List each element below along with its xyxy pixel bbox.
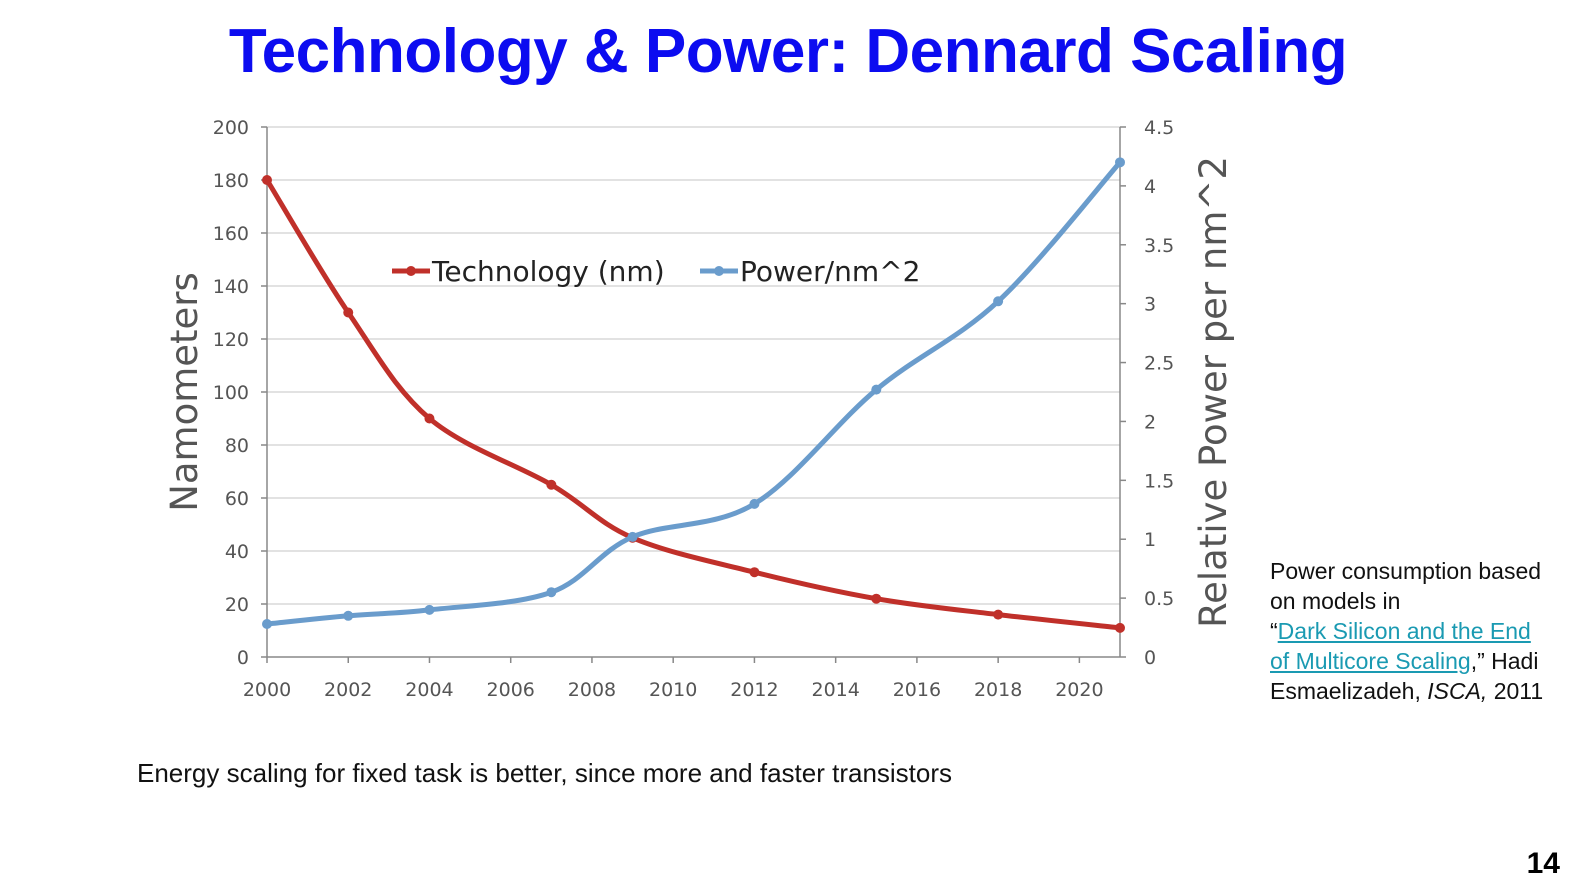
technology-data-point	[871, 593, 882, 604]
x-tick-label: 2012	[730, 679, 778, 701]
power-legend-label: Power/nm^2	[740, 255, 920, 288]
source-note-text: Power consumption based on models in	[1270, 558, 1542, 614]
chart-legend: Technology (nm) Power/nm^2	[392, 255, 920, 288]
right-tick-label: 2.5	[1144, 353, 1174, 375]
x-tick-label: 2016	[893, 679, 941, 701]
right-tick-label: 0	[1144, 647, 1156, 669]
left-tick-label: 200	[213, 117, 249, 139]
source-author: ,” Hadi Esmaelizadeh,	[1270, 648, 1539, 704]
power-data-point	[871, 384, 882, 395]
power-data-point	[262, 619, 272, 630]
technology-data-point	[1115, 622, 1125, 633]
left-tick-label: 60	[225, 488, 249, 510]
technology-data-point	[343, 307, 354, 318]
technology-legend-label: Technology (nm)	[431, 255, 665, 288]
technology-data-point	[424, 413, 435, 424]
power-series-line	[264, 159, 1123, 627]
slide-title: Technology & Power: Dennard Scaling	[228, 17, 1348, 86]
power-data-point	[343, 610, 354, 621]
power-data-point	[1115, 157, 1125, 168]
power-data-point	[749, 498, 760, 509]
right-tick-label: 1.5	[1144, 470, 1174, 492]
slide-caption: Energy scaling for fixed task is better,…	[137, 758, 953, 788]
x-tick-label: 2020	[1055, 679, 1103, 701]
technology-data-point	[993, 609, 1004, 620]
data-series	[262, 157, 1125, 633]
technology-legend-marker	[406, 266, 416, 276]
right-tick-label: 0.5	[1144, 588, 1174, 610]
right-tick-label: 3.5	[1144, 235, 1174, 257]
left-tick-label: 20	[225, 594, 249, 616]
technology-data-point	[262, 175, 272, 185]
right-axis-title: Relative Power per nm^2	[1192, 156, 1235, 628]
right-tick-label: 1	[1144, 529, 1156, 551]
left-axis-title: Namometers	[163, 272, 206, 512]
page-number: 14	[1526, 847, 1560, 880]
left-tick-label: 120	[213, 329, 249, 351]
right-tick-label: 2	[1144, 411, 1156, 433]
left-tick-label: 100	[213, 382, 249, 404]
left-tick-label: 0	[237, 647, 249, 669]
chart-axes: 02040608010012014016018020000.511.522.53…	[163, 117, 1235, 701]
power-legend-marker	[714, 266, 724, 276]
open-quote: “	[1270, 618, 1278, 644]
right-tick-label: 4	[1144, 176, 1156, 198]
technology-data-point	[546, 479, 557, 490]
source-note: Power consumption based on models in “Dar…	[1270, 556, 1550, 706]
x-tick-label: 2008	[568, 679, 616, 701]
left-tick-label: 40	[225, 541, 249, 563]
grid-lines	[267, 126, 1120, 605]
right-tick-label: 4.5	[1144, 117, 1174, 139]
x-tick-label: 2004	[405, 679, 453, 701]
x-tick-label: 2002	[324, 679, 372, 701]
left-tick-label: 80	[225, 435, 249, 457]
right-tick-label: 3	[1144, 294, 1156, 316]
source-paper-link[interactable]: Dark Silicon and the End of Multicore Sc…	[1270, 618, 1531, 674]
power-data-point	[546, 587, 557, 598]
x-tick-label: 2006	[487, 679, 535, 701]
left-tick-label: 180	[213, 170, 249, 192]
x-tick-label: 2014	[811, 679, 859, 701]
power-data-point	[627, 531, 638, 542]
x-tick-label: 2010	[649, 679, 697, 701]
x-tick-label: 2018	[974, 679, 1022, 701]
power-data-point	[424, 604, 435, 615]
left-tick-label: 140	[213, 276, 249, 298]
left-tick-label: 160	[213, 223, 249, 245]
technology-series-line	[264, 177, 1123, 631]
technology-data-point	[749, 567, 760, 578]
source-year: 2011	[1487, 678, 1544, 704]
power-data-point	[993, 296, 1004, 307]
source-venue: ISCA,	[1427, 678, 1488, 704]
x-tick-label: 2000	[243, 679, 291, 701]
